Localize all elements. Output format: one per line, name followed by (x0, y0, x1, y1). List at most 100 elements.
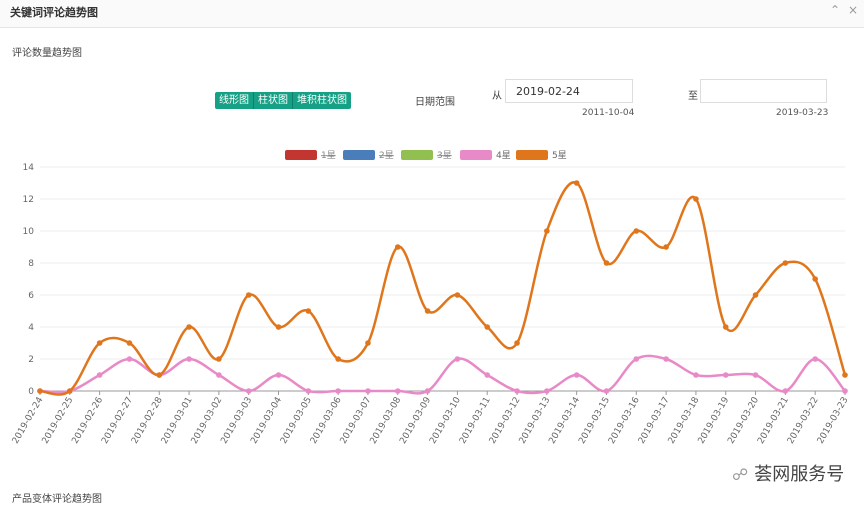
x-tick-label: 2019-03-17 (637, 396, 672, 446)
chart: 1星 2星 3星 4星 5星024681012142019-02-242019-02-2… (11, 150, 851, 446)
window-title: 关键词评论趋势图 (10, 6, 98, 19)
x-tick-label: 2019-03-05 (279, 396, 314, 446)
data-point (216, 372, 222, 378)
data-point (424, 388, 431, 394)
data-point (216, 356, 222, 362)
data-point (573, 180, 580, 186)
x-tick-label: 2019-03-07 (339, 396, 374, 446)
y-tick-label: 2 (28, 355, 34, 365)
watermark-text: 荟网服务号 (754, 464, 845, 485)
close-icon[interactable]: × (848, 3, 859, 17)
data-point (96, 372, 103, 378)
legend-swatch (401, 150, 433, 160)
from-min: 2011-10-04 (582, 108, 635, 118)
x-tick-label: 2019-03-19 (697, 395, 732, 446)
data-point (275, 372, 282, 378)
legend-swatch (343, 150, 375, 160)
y-tick-label: 4 (28, 323, 34, 333)
from-label: 从 (492, 91, 502, 102)
x-tick-label: 2019-03-09 (398, 395, 433, 446)
data-point (693, 372, 699, 378)
data-point (67, 388, 73, 394)
data-point (544, 228, 550, 234)
x-tick-label: 2019-03-20 (726, 395, 761, 446)
data-point (126, 356, 133, 362)
data-point (842, 388, 848, 394)
y-tick-label: 12 (23, 195, 34, 205)
stack-button[interactable]: 堆积柱状图 (293, 92, 351, 109)
data-point (245, 292, 252, 298)
data-point (245, 388, 252, 394)
data-point (96, 340, 103, 346)
x-tick-label: 2019-03-02 (190, 396, 225, 446)
section-title: 评论数量趋势图 (12, 48, 82, 59)
data-point (603, 388, 610, 394)
x-tick-label: 2019-03-18 (667, 395, 702, 446)
y-tick-label: 0 (28, 387, 34, 397)
x-tick-label: 2019-03-16 (607, 395, 642, 446)
to-input[interactable] (700, 79, 827, 103)
to-label: 至 (688, 91, 698, 102)
x-tick-label: 2019-03-12 (488, 396, 523, 446)
series-line (39, 181, 847, 396)
data-point (335, 356, 341, 362)
line-button[interactable]: 线形图 (215, 92, 254, 109)
x-tick-label: 2019-03-23 (816, 396, 851, 446)
x-tick-label: 2019-03-14 (547, 395, 582, 446)
data-point (514, 340, 520, 346)
x-tick-label: 2019-03-22 (786, 396, 821, 446)
data-point (186, 324, 192, 330)
date-range-label: 日期范围 (415, 97, 455, 108)
watermark-icon: ☍ (732, 465, 749, 484)
x-tick-label: 2019-03-15 (577, 396, 612, 446)
y-tick-label: 10 (23, 227, 35, 237)
data-point (603, 260, 610, 266)
collapse-icon[interactable]: ⌃ (830, 3, 841, 17)
legend-label: 4星 (496, 150, 511, 161)
x-tick-label: 2019-02-28 (130, 395, 165, 446)
data-point (752, 292, 759, 298)
data-point (573, 372, 580, 378)
data-point (186, 356, 192, 362)
x-tick-label: 2019-03-01 (160, 396, 195, 446)
x-tick-label: 2019-02-27 (100, 396, 135, 446)
x-tick-label: 2019-03-08 (369, 395, 404, 446)
data-point (544, 388, 550, 394)
y-tick-label: 6 (28, 291, 34, 301)
x-tick-label: 2019-03-13 (518, 396, 553, 446)
data-point (663, 244, 669, 250)
chart-type-buttons: 线形图 柱状图 堆积柱状图 (215, 92, 351, 109)
x-tick-label: 2019-03-21 (756, 396, 791, 446)
legend-swatch (460, 150, 492, 160)
data-point (514, 388, 520, 394)
data-point (394, 244, 401, 250)
data-point (275, 324, 282, 330)
data-point (335, 388, 341, 394)
series-line (39, 354, 846, 395)
data-point (454, 356, 461, 362)
section-title-2: 产品变体评论趋势图 (12, 494, 102, 505)
data-point (663, 356, 669, 362)
data-point (722, 324, 729, 330)
legend-label: 1星 (321, 150, 336, 161)
x-tick-label: 2019-02-24 (11, 395, 46, 446)
from-input[interactable]: 2019-02-24 (505, 79, 633, 103)
data-point (365, 340, 371, 346)
data-point (484, 372, 491, 378)
data-point (842, 372, 848, 378)
watermark: ☍ 荟网服务号 (732, 460, 844, 486)
data-point (305, 388, 312, 394)
data-point (126, 340, 133, 346)
data-point (394, 388, 401, 394)
bar-button[interactable]: 柱状图 (254, 92, 293, 109)
data-point (693, 196, 699, 202)
legend-label: 3星 (437, 150, 452, 161)
data-point (424, 308, 431, 314)
data-point (454, 292, 461, 298)
header-bar (0, 0, 864, 28)
data-point (812, 356, 818, 362)
data-point (37, 388, 43, 394)
legend-swatch (516, 150, 548, 160)
x-tick-label: 2019-03-06 (309, 395, 344, 446)
